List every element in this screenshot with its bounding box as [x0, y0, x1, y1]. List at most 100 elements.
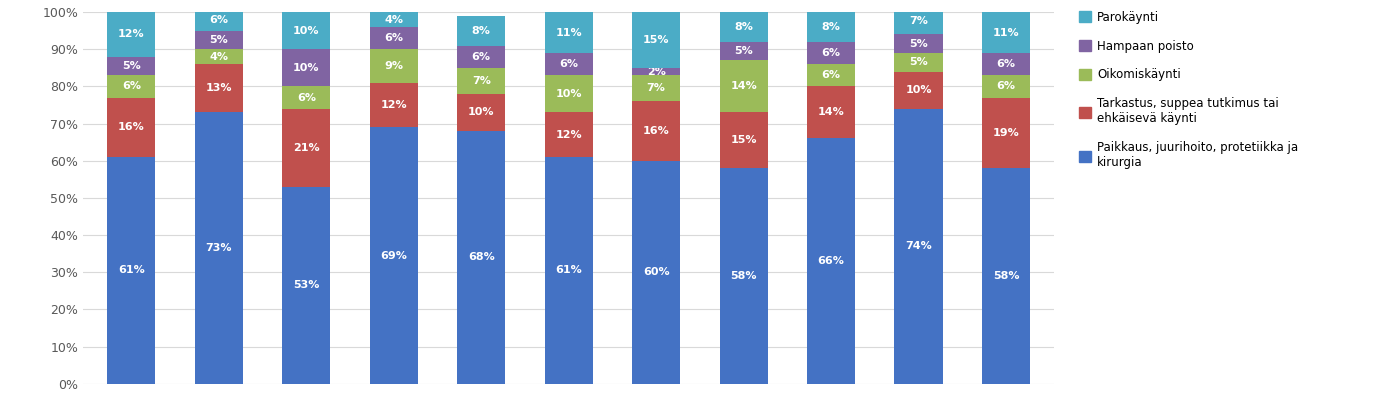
- Legend: Parokäynti, Hampaan poisto, Oikomiskäynti, Tarkastus, suppea tutkimus tai
ehkäis: Parokäynti, Hampaan poisto, Oikomiskäynt…: [1079, 11, 1298, 169]
- Bar: [807, 12, 856, 42]
- Bar: [545, 157, 592, 384]
- Bar: [458, 94, 505, 131]
- Bar: [632, 161, 680, 384]
- Bar: [370, 27, 417, 49]
- Text: 61%: 61%: [555, 265, 583, 276]
- Bar: [632, 101, 680, 161]
- Bar: [107, 57, 155, 75]
- Text: 6%: 6%: [996, 82, 1015, 91]
- Bar: [720, 112, 767, 168]
- Bar: [194, 31, 243, 49]
- Bar: [632, 68, 680, 75]
- Text: 21%: 21%: [293, 143, 319, 153]
- Bar: [194, 112, 243, 384]
- Text: 10%: 10%: [906, 85, 932, 95]
- Text: 69%: 69%: [380, 250, 408, 261]
- Bar: [282, 109, 330, 187]
- Bar: [282, 187, 330, 384]
- Text: 11%: 11%: [993, 27, 1019, 38]
- Text: 6%: 6%: [996, 59, 1015, 69]
- Bar: [632, 12, 680, 68]
- Bar: [370, 49, 417, 83]
- Text: 73%: 73%: [205, 243, 232, 253]
- Bar: [545, 53, 592, 75]
- Text: 6%: 6%: [472, 52, 491, 62]
- Text: 7%: 7%: [472, 76, 491, 86]
- Bar: [458, 46, 505, 68]
- Text: 12%: 12%: [555, 130, 583, 140]
- Text: 19%: 19%: [993, 128, 1019, 138]
- Text: 68%: 68%: [467, 252, 495, 263]
- Bar: [545, 75, 592, 112]
- Bar: [107, 157, 155, 384]
- Text: 4%: 4%: [209, 52, 229, 62]
- Bar: [982, 168, 1031, 384]
- Bar: [807, 86, 856, 139]
- Text: 5%: 5%: [122, 61, 140, 71]
- Text: 12%: 12%: [118, 29, 144, 40]
- Text: 16%: 16%: [642, 126, 670, 136]
- Text: 58%: 58%: [993, 271, 1019, 281]
- Bar: [982, 75, 1031, 98]
- Bar: [982, 53, 1031, 75]
- Text: 2%: 2%: [646, 67, 666, 77]
- Bar: [194, 64, 243, 112]
- Text: 14%: 14%: [818, 107, 845, 118]
- Text: 6%: 6%: [559, 59, 578, 69]
- Bar: [107, 75, 155, 98]
- Text: 16%: 16%: [118, 122, 144, 133]
- Text: 8%: 8%: [472, 26, 491, 36]
- Text: 4%: 4%: [384, 15, 404, 25]
- Text: 60%: 60%: [642, 267, 670, 277]
- Bar: [194, 49, 243, 64]
- Bar: [458, 16, 505, 46]
- Text: 5%: 5%: [734, 46, 753, 56]
- Bar: [895, 109, 943, 384]
- Bar: [282, 49, 330, 86]
- Bar: [720, 12, 767, 42]
- Bar: [370, 12, 417, 27]
- Bar: [545, 12, 592, 53]
- Bar: [895, 53, 943, 72]
- Text: 5%: 5%: [908, 39, 928, 49]
- Bar: [807, 42, 856, 64]
- Text: 53%: 53%: [293, 280, 319, 290]
- Text: 6%: 6%: [209, 15, 229, 25]
- Bar: [982, 98, 1031, 168]
- Bar: [282, 86, 330, 109]
- Bar: [107, 12, 155, 57]
- Text: 6%: 6%: [384, 33, 404, 43]
- Text: 58%: 58%: [731, 271, 757, 281]
- Bar: [720, 168, 767, 384]
- Text: 7%: 7%: [646, 83, 666, 93]
- Text: 61%: 61%: [118, 265, 144, 276]
- Text: 9%: 9%: [384, 61, 404, 71]
- Text: 10%: 10%: [293, 63, 319, 73]
- Text: 7%: 7%: [908, 17, 928, 26]
- Text: 15%: 15%: [644, 35, 670, 45]
- Text: 6%: 6%: [821, 70, 841, 80]
- Text: 12%: 12%: [380, 100, 406, 110]
- Bar: [632, 75, 680, 101]
- Bar: [895, 34, 943, 53]
- Bar: [370, 83, 417, 127]
- Text: 8%: 8%: [821, 22, 841, 32]
- Text: 15%: 15%: [731, 135, 757, 145]
- Bar: [807, 64, 856, 86]
- Text: 10%: 10%: [293, 26, 319, 36]
- Text: 6%: 6%: [122, 82, 141, 91]
- Bar: [282, 12, 330, 49]
- Text: 66%: 66%: [818, 256, 845, 266]
- Text: 14%: 14%: [730, 82, 757, 91]
- Bar: [370, 127, 417, 384]
- Text: 6%: 6%: [297, 93, 316, 103]
- Bar: [545, 112, 592, 157]
- Text: 10%: 10%: [555, 89, 583, 99]
- Bar: [807, 139, 856, 384]
- Bar: [107, 98, 155, 157]
- Bar: [720, 42, 767, 61]
- Bar: [895, 72, 943, 109]
- Text: 5%: 5%: [209, 35, 229, 45]
- Text: 5%: 5%: [908, 57, 928, 67]
- Bar: [194, 8, 243, 31]
